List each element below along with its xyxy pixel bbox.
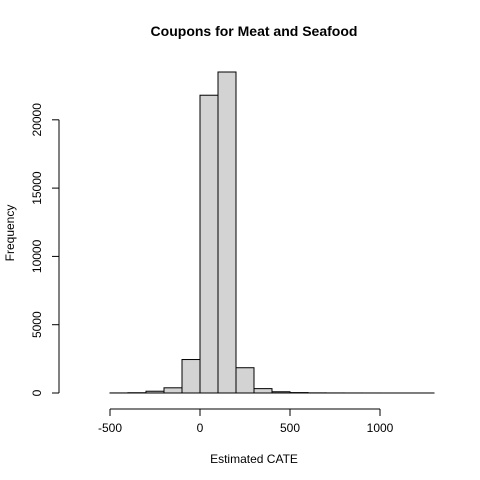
histogram-bar: [271, 391, 291, 394]
histogram-bar: [181, 359, 201, 394]
y-tick-label: 5000: [30, 311, 44, 338]
x-tick-label: 500: [280, 421, 300, 435]
x-tick-label: 1000: [367, 421, 394, 435]
y-tick-label: 10000: [30, 239, 44, 273]
histogram-bar: [253, 388, 273, 394]
histogram-bar: [199, 94, 219, 394]
y-tick-label: 15000: [30, 171, 44, 205]
histogram-bar: [235, 367, 255, 394]
x-axis: -500 0 500 1000: [98, 408, 394, 435]
y-tick-label: 0: [30, 389, 44, 396]
bars-group: [109, 71, 435, 394]
y-tick-label: 20000: [30, 103, 44, 137]
histogram-bar: [217, 71, 237, 394]
histogram-bar: [163, 387, 183, 394]
y-axis: 0 5000 10000 15000 20000: [30, 103, 60, 396]
chart-title: Coupons for Meat and Seafood: [151, 23, 358, 39]
histogram-bar: [145, 390, 165, 394]
x-tick-label: -500: [98, 421, 122, 435]
x-tick-label: 0: [197, 421, 204, 435]
y-axis-label: Frequency: [3, 205, 17, 262]
x-axis-label: Estimated CATE: [210, 452, 298, 466]
